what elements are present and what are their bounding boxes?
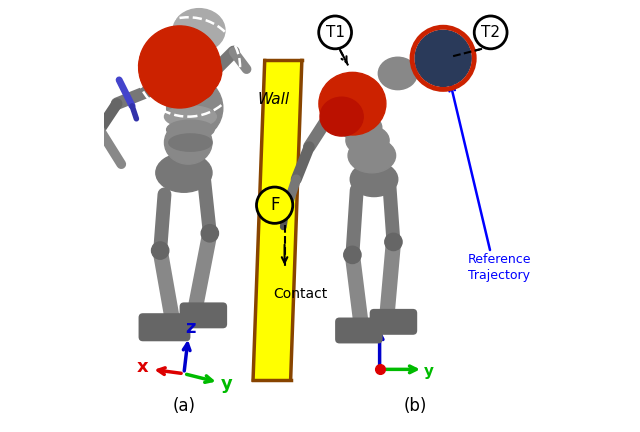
Ellipse shape [152,242,169,259]
Text: Wall: Wall [257,92,289,107]
Ellipse shape [346,125,389,156]
Ellipse shape [340,114,382,141]
Ellipse shape [348,138,396,173]
Ellipse shape [166,78,223,138]
Ellipse shape [378,57,417,90]
Ellipse shape [201,225,218,242]
Ellipse shape [350,162,398,197]
Text: x: x [137,358,148,376]
Text: Reference
Trajectory: Reference Trajectory [468,253,531,283]
Ellipse shape [173,9,225,52]
Ellipse shape [164,106,216,127]
Circle shape [138,26,221,108]
Ellipse shape [169,134,212,151]
FancyBboxPatch shape [139,313,191,341]
Ellipse shape [320,97,364,136]
Circle shape [319,16,351,49]
Ellipse shape [319,73,386,135]
Ellipse shape [344,246,361,264]
FancyBboxPatch shape [180,302,227,328]
Text: Contact: Contact [273,287,328,301]
Text: T2: T2 [481,25,500,40]
Polygon shape [253,60,302,380]
Ellipse shape [164,121,212,164]
Text: (a): (a) [172,397,195,415]
Text: y: y [221,375,233,394]
FancyBboxPatch shape [108,17,268,406]
Ellipse shape [156,153,212,192]
Ellipse shape [150,42,221,101]
Ellipse shape [156,71,195,102]
Text: (b): (b) [403,397,427,415]
Text: F: F [270,196,280,214]
Ellipse shape [385,233,402,251]
Text: z: z [185,319,196,337]
Circle shape [474,16,507,49]
Ellipse shape [166,120,214,139]
Circle shape [415,30,471,86]
Text: T1: T1 [326,25,344,40]
FancyBboxPatch shape [370,309,417,335]
Ellipse shape [180,72,214,101]
Circle shape [257,187,292,223]
FancyBboxPatch shape [335,318,383,343]
Text: y: y [424,364,435,379]
